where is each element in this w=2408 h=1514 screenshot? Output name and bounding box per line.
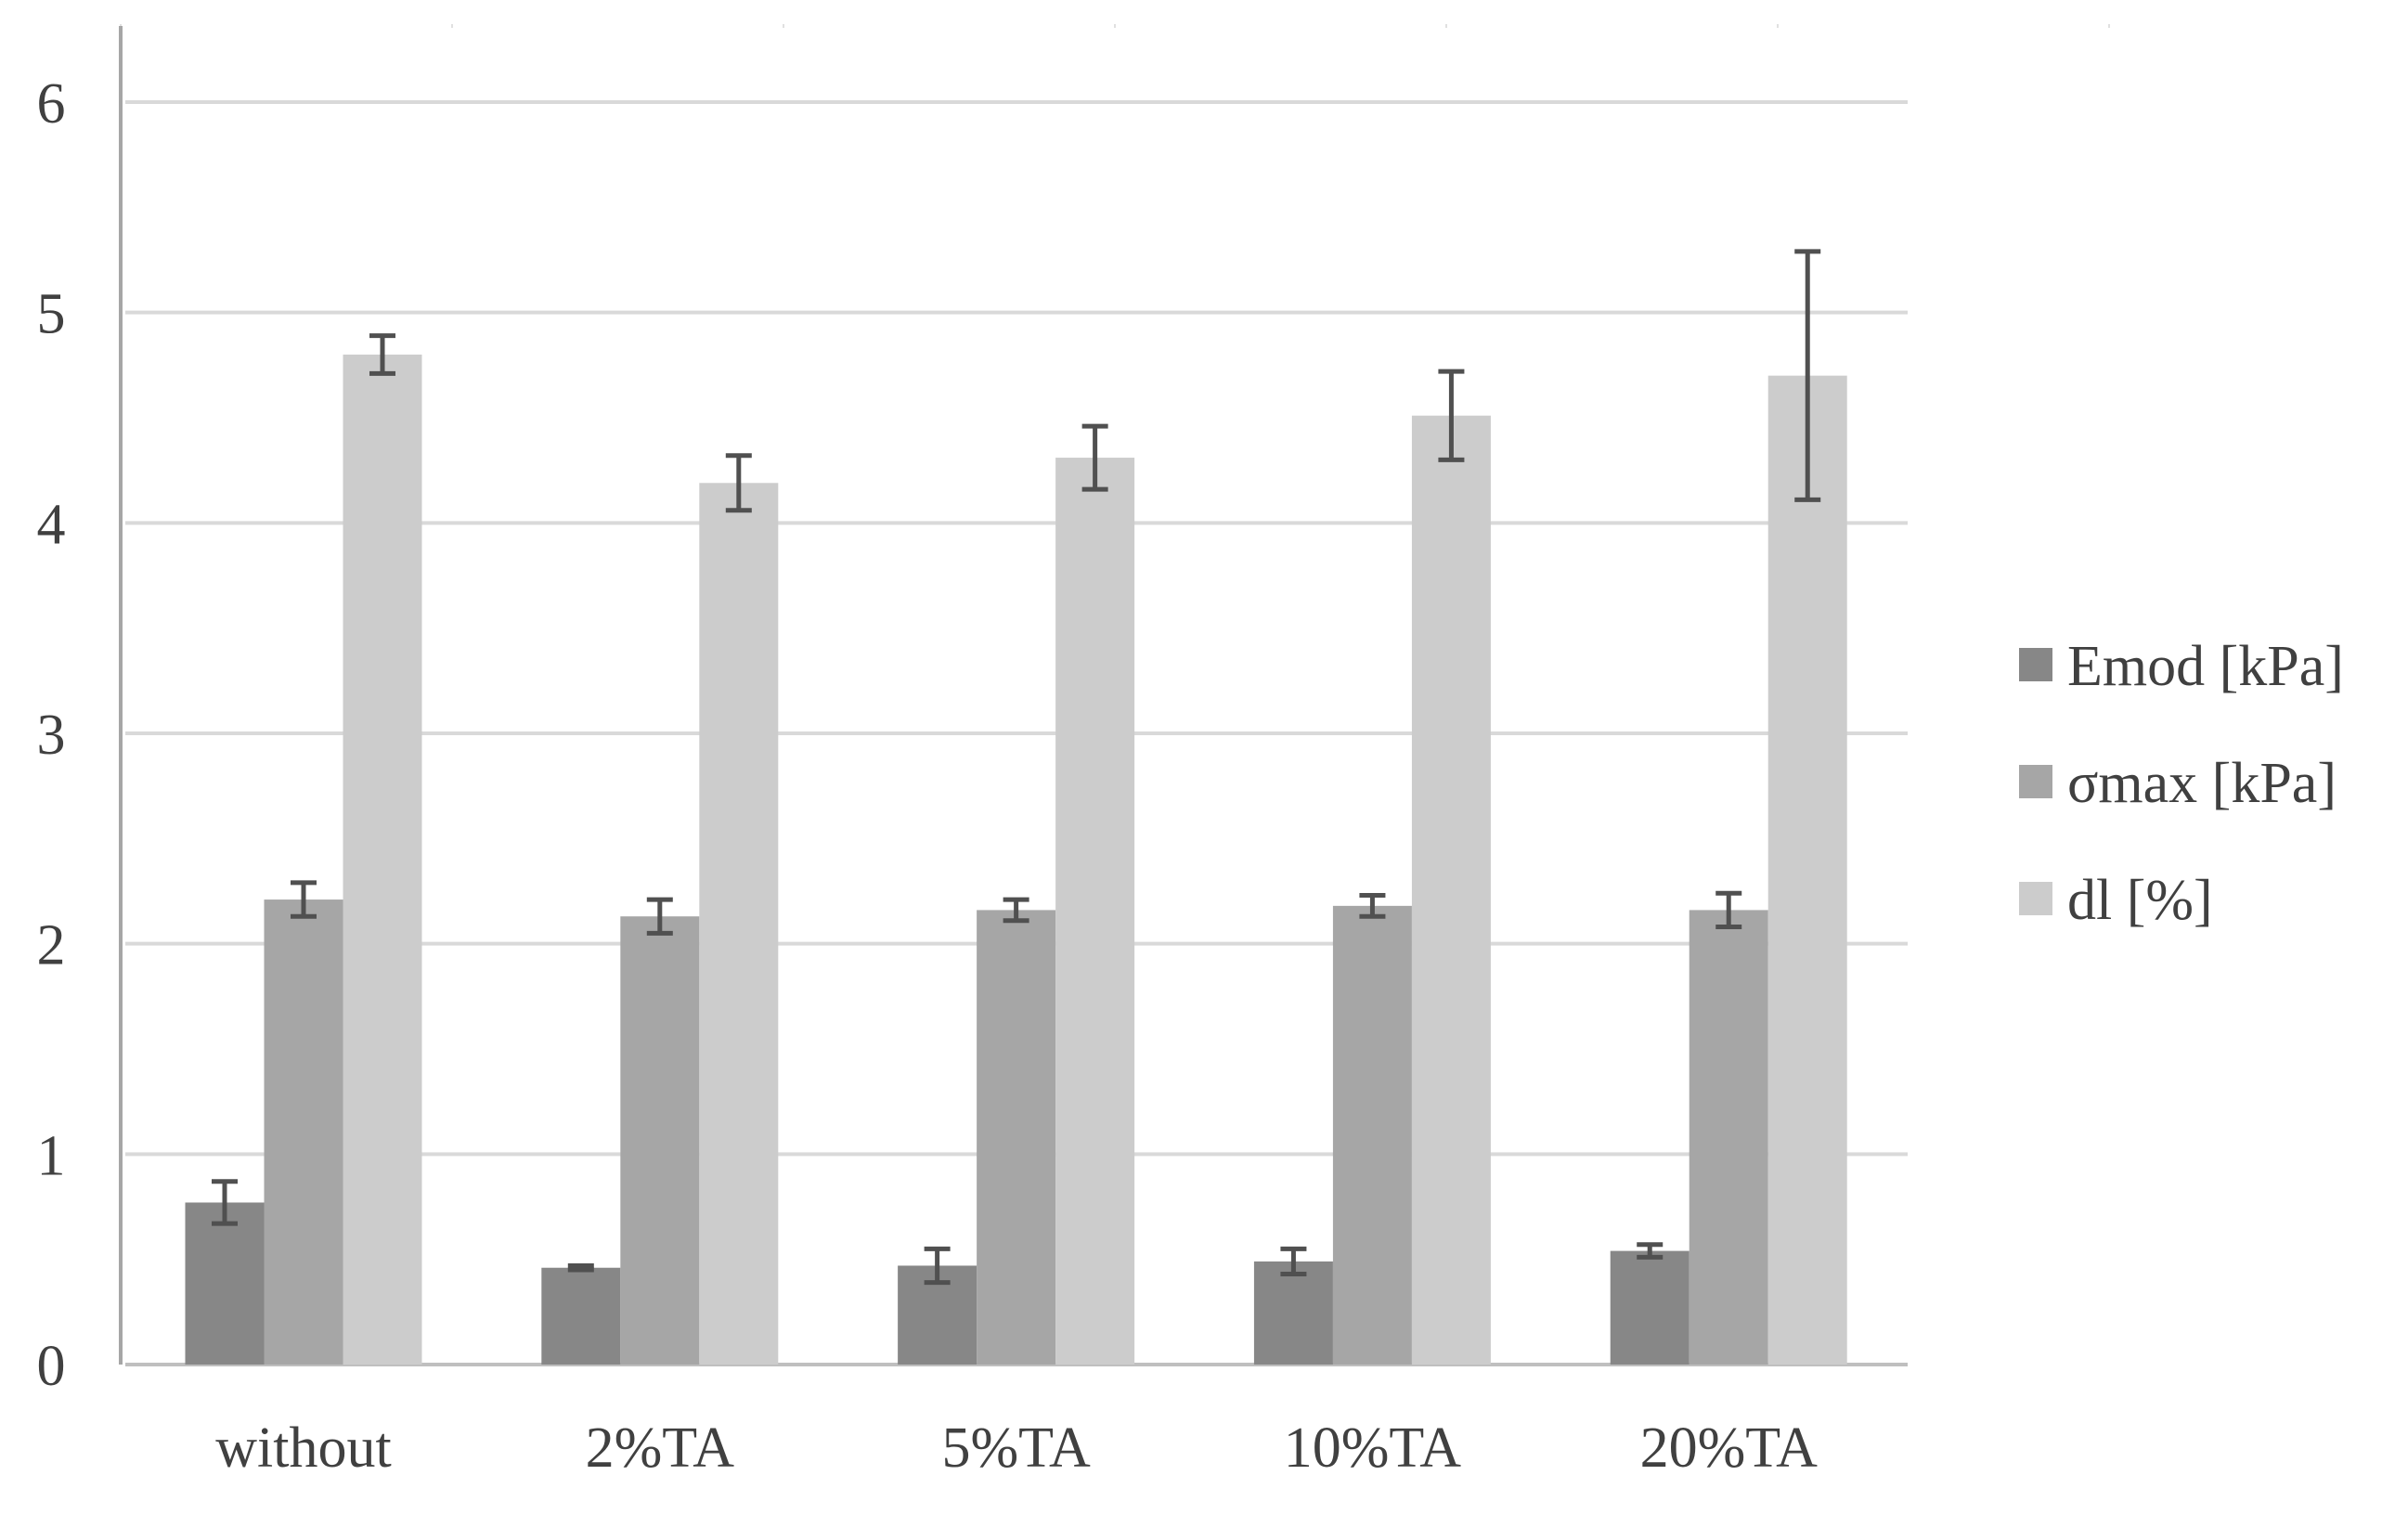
error-bar	[369, 333, 395, 376]
legend-swatch	[2019, 882, 2052, 915]
x-tick-label: 20%TA	[1640, 1417, 1819, 1480]
bar-3-2	[1055, 458, 1135, 1365]
bar-2-3	[1332, 905, 1412, 1365]
error-bars	[212, 249, 1821, 1286]
bar-3-3	[1411, 415, 1491, 1365]
y-tick-label: 4	[37, 493, 66, 556]
error-bar	[291, 880, 317, 919]
bar-3-4	[1767, 375, 1847, 1365]
legend-label: Emod [kPa]	[2067, 635, 2344, 698]
error-bar	[567, 1262, 594, 1273]
x-tick-label: 10%TA	[1284, 1417, 1462, 1480]
error-bar	[646, 897, 673, 936]
legend-swatch	[2019, 648, 2052, 681]
x-tick-label: 2%TA	[586, 1417, 735, 1480]
bar-2-4	[1689, 910, 1768, 1365]
y-tick-label: 0	[37, 1335, 66, 1398]
error-bar	[725, 453, 752, 513]
legend-label: σmax [kPa]	[2067, 752, 2337, 815]
legend-label: dl [%]	[2067, 869, 2213, 932]
bar-3-1	[699, 483, 779, 1365]
bars	[185, 355, 1847, 1365]
error-bar	[212, 1179, 238, 1226]
error-bar	[1715, 890, 1742, 930]
bar-2-1	[620, 916, 700, 1365]
error-bar	[1637, 1242, 1664, 1260]
y-tick-label: 1	[37, 1124, 66, 1187]
bar-1-3	[1253, 1261, 1333, 1365]
legend-swatch	[2019, 765, 2052, 798]
error-bar	[1438, 369, 1465, 462]
error-bar	[1359, 893, 1386, 919]
x-axis-ticks: without 2%TA 5%TA 10%TA 20%TA	[215, 1417, 1818, 1480]
y-axis-ticks: 0 1 2 3 4 5 6	[37, 72, 66, 1398]
bar-1-1	[541, 1267, 621, 1365]
legend: Emod [kPa] σmax [kPa] dl [%]	[2019, 635, 2344, 932]
bar-3-0	[343, 355, 422, 1365]
bar-1-0	[185, 1202, 265, 1365]
y-tick-label: 6	[37, 72, 66, 136]
x-tick-label: 5%TA	[941, 1417, 1091, 1480]
error-bar	[1794, 249, 1821, 502]
error-bar	[924, 1246, 951, 1286]
y-tick-label: 5	[37, 283, 66, 346]
bar-1-4	[1610, 1250, 1689, 1365]
y-tick-label: 2	[37, 914, 66, 977]
bar-2-0	[264, 899, 343, 1365]
y-tick-label: 3	[37, 704, 66, 767]
error-bar	[1003, 897, 1029, 924]
gridlines	[120, 24, 2110, 1366]
x-tick-label: without	[215, 1417, 391, 1480]
error-bar	[1081, 423, 1108, 492]
error-bar	[1280, 1246, 1307, 1277]
bar-2-2	[977, 910, 1056, 1365]
